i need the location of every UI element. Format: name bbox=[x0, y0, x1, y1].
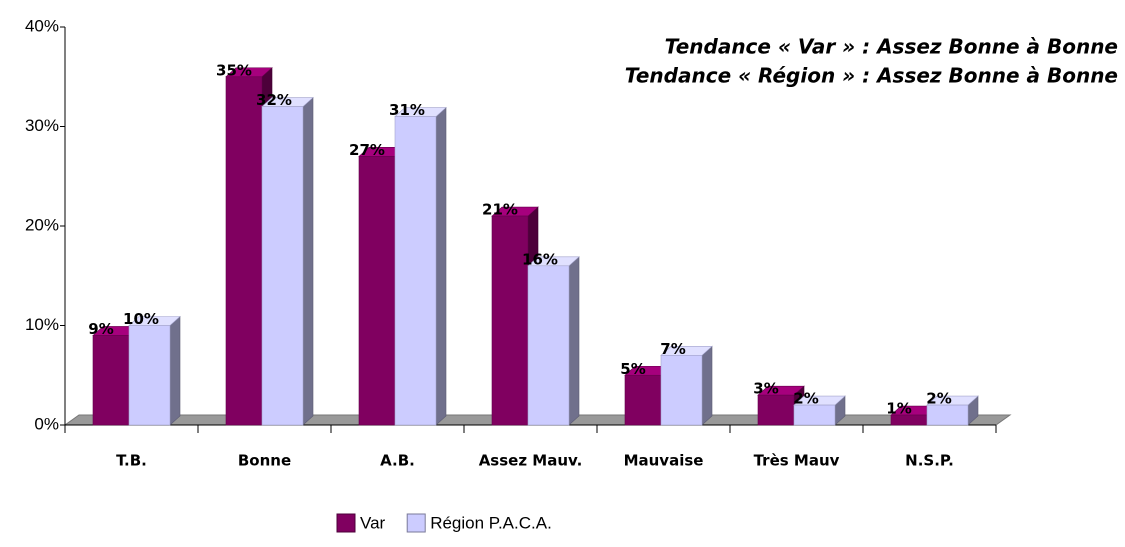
bar bbox=[793, 404, 836, 426]
y-tick-label: 0% bbox=[34, 414, 59, 433]
value-label: 32% bbox=[256, 91, 292, 109]
bar bbox=[261, 106, 304, 426]
x-tick-label: A.B. bbox=[380, 452, 415, 470]
legend-swatch bbox=[336, 513, 356, 533]
legend-label: Var bbox=[360, 513, 386, 532]
value-label: 5% bbox=[620, 360, 645, 378]
value-label: 7% bbox=[660, 340, 685, 358]
bar bbox=[757, 394, 795, 426]
value-label: 16% bbox=[522, 250, 558, 268]
annotation: Tendance « Var » : Assez Bonne à Bonne bbox=[665, 35, 1118, 59]
bar bbox=[225, 76, 263, 426]
value-label: 2% bbox=[793, 390, 818, 408]
legend-swatch bbox=[406, 513, 426, 533]
x-tick-label: Mauvaise bbox=[624, 452, 704, 470]
value-label: 3% bbox=[753, 380, 778, 398]
x-tick-label: T.B. bbox=[116, 452, 147, 470]
value-label: 2% bbox=[926, 390, 951, 408]
annotation: Tendance « Région » : Assez Bonne à Bonn… bbox=[625, 64, 1118, 88]
bar bbox=[394, 116, 437, 426]
value-label: 21% bbox=[482, 201, 518, 219]
y-tick-label: 30% bbox=[25, 116, 59, 135]
bar bbox=[128, 325, 171, 426]
y-tick-label: 10% bbox=[25, 315, 59, 334]
value-label: 10% bbox=[123, 310, 159, 328]
value-label: 9% bbox=[88, 320, 113, 338]
bar-side bbox=[435, 106, 447, 426]
x-tick-label: Assez Mauv. bbox=[479, 452, 583, 470]
bar-side bbox=[568, 256, 580, 426]
legend-label: Région P.A.C.A. bbox=[430, 513, 552, 532]
bar bbox=[92, 335, 130, 426]
y-tick-label: 20% bbox=[25, 215, 59, 234]
bar-side bbox=[169, 315, 181, 426]
bar bbox=[926, 404, 969, 426]
bar bbox=[491, 215, 529, 426]
bar bbox=[527, 265, 570, 426]
bar-side bbox=[302, 96, 314, 426]
value-label: 27% bbox=[349, 141, 385, 159]
x-tick-label: N.S.P. bbox=[905, 452, 954, 470]
x-tick-label: Très Mauv bbox=[754, 452, 840, 470]
value-label: 31% bbox=[389, 101, 425, 119]
bar-side bbox=[701, 345, 713, 426]
value-label: 1% bbox=[886, 400, 911, 418]
bar bbox=[624, 374, 662, 426]
y-tick-label: 40% bbox=[25, 16, 59, 35]
bar bbox=[660, 355, 703, 426]
bar bbox=[358, 156, 396, 426]
x-tick-label: Bonne bbox=[238, 452, 291, 470]
value-label: 35% bbox=[216, 61, 252, 79]
